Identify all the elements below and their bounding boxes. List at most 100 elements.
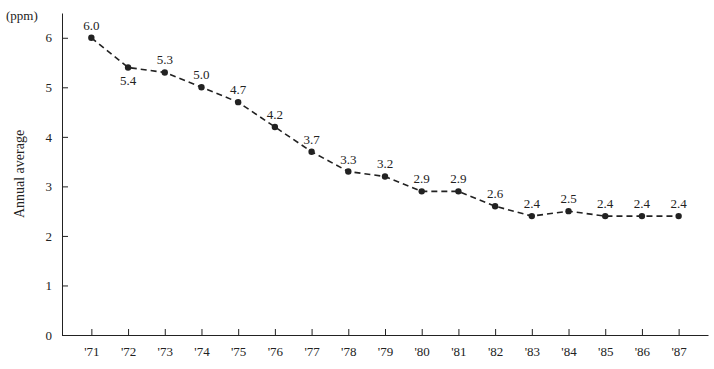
data-point	[345, 168, 351, 174]
y-tick-mark	[62, 186, 68, 187]
x-tick-label: '82	[488, 344, 503, 359]
x-tick: '75	[231, 329, 246, 359]
x-tick: '76	[268, 329, 284, 359]
x-tick-mark	[422, 329, 423, 335]
annotation: (ppm)	[6, 8, 38, 23]
y-tick-mark	[62, 38, 68, 39]
y-axis: 0123456	[46, 14, 69, 343]
data-point	[308, 149, 314, 155]
data-point	[492, 203, 498, 209]
y-tick-mark	[62, 236, 68, 237]
data-point	[455, 188, 461, 194]
data-point	[88, 35, 94, 41]
data-point	[382, 173, 388, 179]
x-tick-label: '84	[561, 344, 577, 359]
data-label: 2.9	[414, 171, 430, 186]
data-point	[529, 213, 535, 219]
x-tick-mark	[458, 329, 459, 335]
data-label: 2.4	[634, 196, 651, 211]
data-line	[91, 38, 678, 216]
x-tick-label: '75	[231, 344, 246, 359]
data-label: 2.5	[560, 191, 576, 206]
x-axis: '71'72'73'74'75'76'77'78'79'80'81'82'83'…	[63, 329, 709, 359]
x-tick-mark	[679, 329, 680, 335]
x-tick: '84	[561, 329, 577, 359]
x-tick: '78	[341, 329, 356, 359]
data-point	[419, 188, 425, 194]
data-label: 2.4	[597, 196, 614, 211]
x-tick: '82	[488, 329, 503, 359]
data-point	[602, 213, 608, 219]
x-axis-line	[63, 335, 709, 336]
data-point	[272, 124, 278, 130]
x-tick-mark	[275, 329, 276, 335]
data-label: 5.3	[157, 52, 173, 67]
y-tick-mark	[62, 137, 68, 138]
plot-area	[88, 35, 682, 220]
x-tick-label: '80	[415, 344, 430, 359]
x-tick: '72	[121, 329, 136, 359]
x-tick-mark	[201, 329, 202, 335]
x-tick-label: '83	[525, 344, 540, 359]
x-tick-mark	[128, 329, 129, 335]
x-tick: '73	[158, 329, 173, 359]
y-tick: 4	[46, 130, 69, 145]
y-tick-label: 0	[46, 328, 53, 343]
data-label: 2.9	[450, 171, 466, 186]
y-axis-title: Annual average	[12, 130, 27, 218]
y-tick-mark	[62, 87, 68, 88]
data-label: 2.4	[524, 196, 541, 211]
x-tick: '81	[451, 329, 466, 359]
x-tick: '71	[84, 329, 99, 359]
data-label: 4.2	[267, 107, 283, 122]
x-tick-mark	[312, 329, 313, 335]
data-point	[235, 99, 241, 105]
data-label: 3.2	[377, 156, 393, 171]
y-tick-label: 2	[46, 229, 53, 244]
y-tick: 1	[46, 278, 69, 293]
x-tick: '79	[378, 329, 393, 359]
x-tick-label: '78	[341, 344, 356, 359]
y-tick-label: 1	[46, 278, 53, 293]
data-point	[125, 64, 131, 70]
y-tick-label: 4	[46, 130, 53, 145]
data-label: 5.0	[193, 67, 209, 82]
x-tick-mark	[91, 329, 92, 335]
x-tick-label: '73	[158, 344, 173, 359]
x-tick-label: '77	[304, 344, 320, 359]
data-label: 5.4	[120, 73, 137, 88]
x-tick: '87	[671, 329, 687, 359]
x-tick: '86	[635, 329, 651, 359]
x-tick-label: '86	[635, 344, 651, 359]
x-tick-mark	[495, 329, 496, 335]
data-label: 4.7	[230, 82, 247, 97]
data-point	[565, 208, 571, 214]
x-tick: '83	[525, 329, 540, 359]
y-tick-mark	[62, 285, 68, 286]
x-tick-label: '72	[121, 344, 136, 359]
data-label: 6.0	[83, 18, 99, 33]
x-tick-label: '87	[671, 344, 687, 359]
data-label: 2.4	[671, 196, 688, 211]
x-tick-label: '71	[84, 344, 99, 359]
x-tick-label: '85	[598, 344, 613, 359]
chart: 0123456'71'72'73'74'75'76'77'78'79'80'81…	[0, 0, 714, 369]
x-tick-mark	[605, 329, 606, 335]
x-tick-mark	[569, 329, 570, 335]
x-tick-label: '81	[451, 344, 466, 359]
y-tick-label: 3	[46, 179, 53, 194]
y-tick: 3	[46, 179, 69, 194]
x-tick-mark	[642, 329, 643, 335]
x-tick: '85	[598, 329, 613, 359]
y-axis-line	[62, 14, 63, 336]
y-tick-label: 5	[46, 80, 53, 95]
x-tick-mark	[532, 329, 533, 335]
data-point	[162, 69, 168, 75]
x-tick: '80	[415, 329, 430, 359]
data-labels: 6.05.45.35.04.74.23.73.33.22.92.92.62.42…	[83, 18, 687, 211]
x-tick-mark	[385, 329, 386, 335]
data-point	[675, 213, 681, 219]
data-label: 3.7	[303, 132, 320, 147]
x-tick-mark	[238, 329, 239, 335]
data-label: 3.3	[340, 152, 356, 167]
